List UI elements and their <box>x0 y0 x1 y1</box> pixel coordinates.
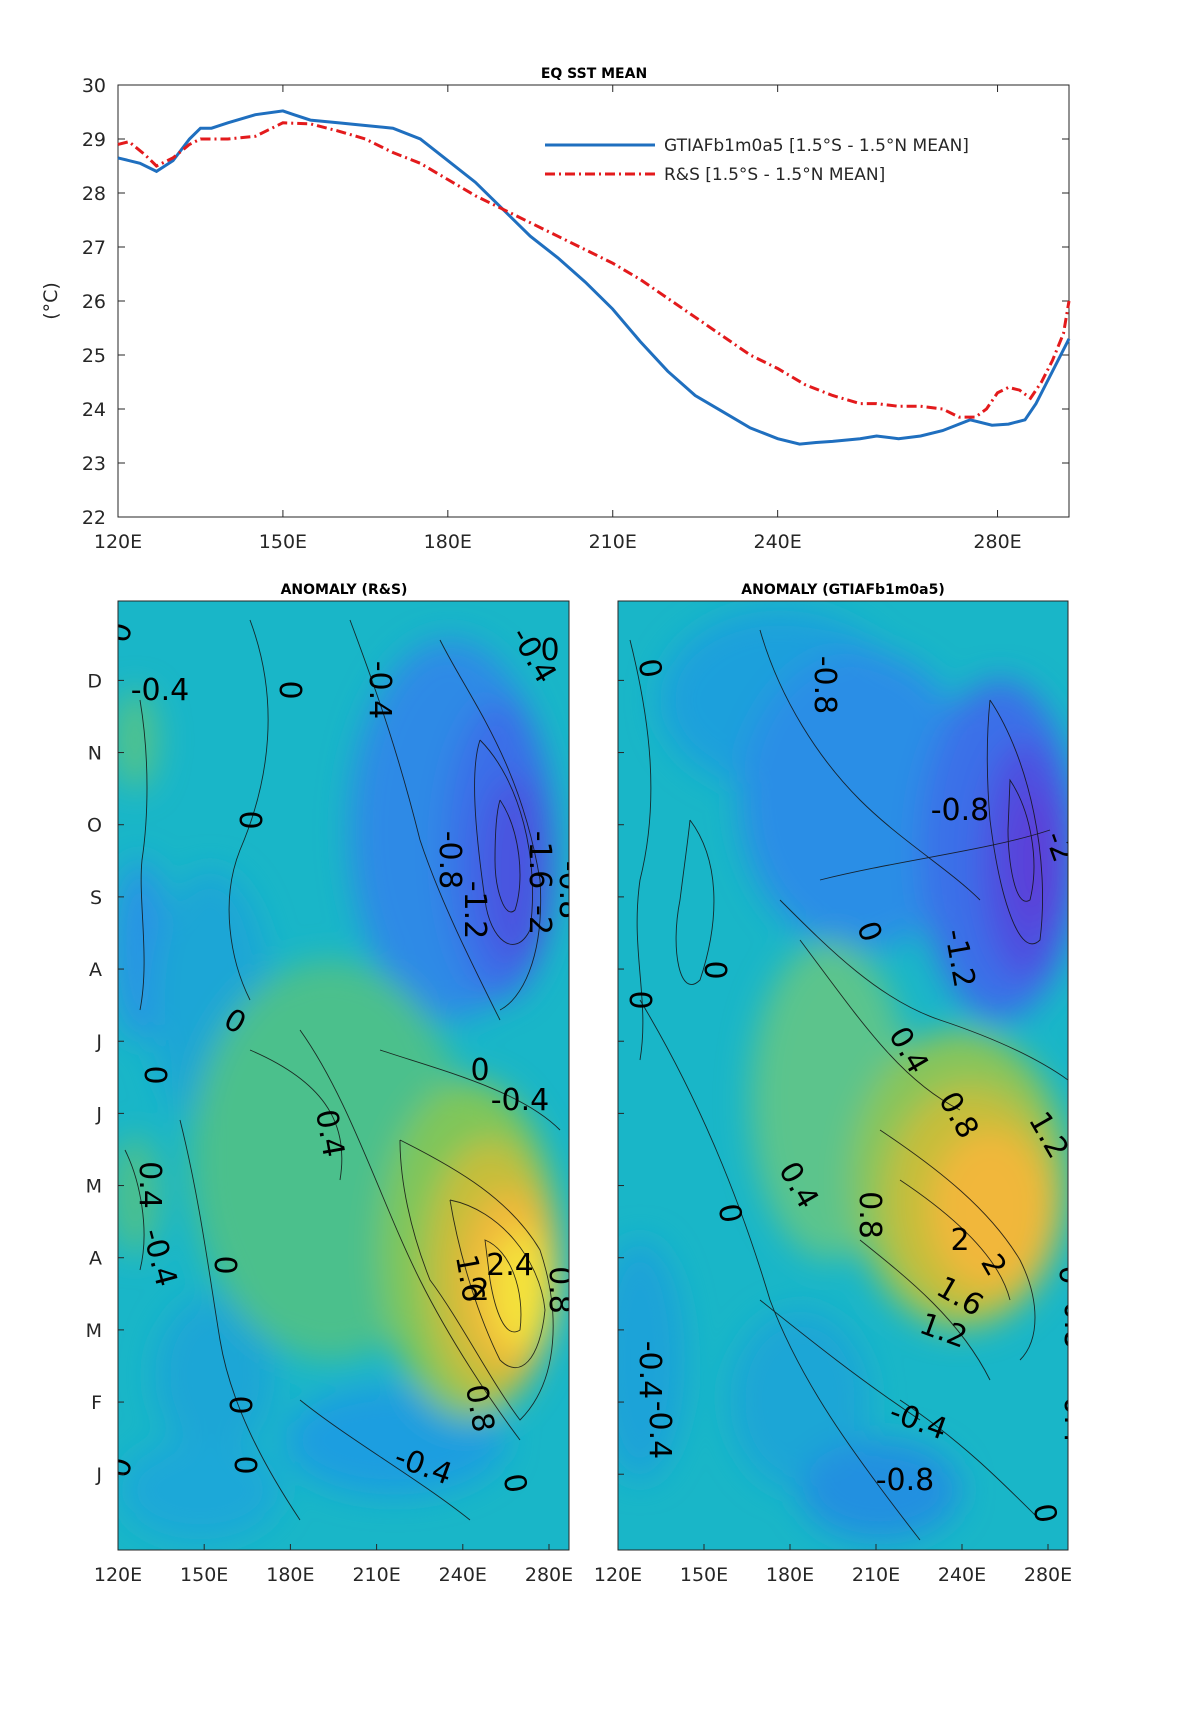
anomaly-rs-contour-label: 0 <box>227 1455 262 1474</box>
anomaly-rs-ticks: 120E 150E 180E 210E 240E 280E J F M A M J J A S O N D <box>86 670 574 1586</box>
heat-y-tick-label: M <box>86 1176 102 1198</box>
y-tick-label: 22 <box>82 507 106 529</box>
heat-y-tick-label: D <box>87 670 102 692</box>
y-tick-label: 25 <box>82 345 106 367</box>
y-tick-label: 26 <box>82 291 106 313</box>
heat-y-tick-label: J <box>95 1031 102 1053</box>
anomaly-rs-contour-label: -0.8 <box>552 861 587 920</box>
heat-x-tick-label: 180E <box>266 1564 314 1586</box>
x-tick-label: 240E <box>754 531 802 553</box>
anomaly-model-title: ANOMALY (GTIAFb1m0a5) <box>741 582 944 598</box>
y-axis-label: (°C) <box>40 282 62 320</box>
anomaly-model-contour-label: 0 <box>1052 1265 1087 1284</box>
anomaly-rs-contour-label: 0 <box>470 1053 489 1088</box>
anomaly-model-contour-label: -0.8 <box>931 793 990 828</box>
anomaly-model-ticks: 120E 150E 180E 210E 240E 280E <box>594 679 1072 1586</box>
anomaly-model-contour-label: -0.4 <box>632 1341 667 1400</box>
legend: GTIAFb1m0a5 [1.5°S - 1.5°N MEAN] R&S [1.… <box>545 136 969 185</box>
heat-x-tick-label: 120E <box>94 1564 142 1586</box>
legend-label-gtiafb1m0a5: GTIAFb1m0a5 [1.5°S - 1.5°N MEAN] <box>664 136 969 156</box>
anomaly-rs-contour-label: 2.4 <box>486 1248 534 1283</box>
x-tick-label: 150E <box>259 531 307 553</box>
anomaly-rs-contour-label: -0.4 <box>131 673 190 708</box>
heat-y-tick-label: M <box>86 1320 102 1342</box>
anomaly-model-contour-label: -0.8 <box>807 656 842 715</box>
anomaly-rs-contour-label: 0 <box>222 1395 257 1414</box>
heat-x-tick-label: 210E <box>852 1564 900 1586</box>
anomaly-model-contour-label: 0.8 <box>852 1191 887 1239</box>
anomaly-rs-contour-label: -1.6 <box>522 831 557 890</box>
heat-y-tick-label: N <box>88 743 102 765</box>
series-line-rs <box>117 121 1071 419</box>
heat-y-tick-label: A <box>89 959 102 981</box>
anomaly-rs-field: 00-0.4-0.400-0.8 -1.6-2-1.2 -0.8-0.4000-0.… <box>118 601 607 1550</box>
y-tick-label: 28 <box>82 183 106 205</box>
x-tick-label: 280E <box>973 531 1021 553</box>
anomaly-rs-contour-label: -1.2 <box>457 881 492 940</box>
anomaly-rs-contour-label: -0.8 <box>432 831 467 890</box>
anomaly-model-contour-label: -0.4 <box>642 1401 677 1460</box>
anomaly-rs-panel: ANOMALY (R&S) <box>86 582 607 1586</box>
anomaly-model-contour-label: -0.8 <box>876 1463 935 1498</box>
heat-x-tick-label: 240E <box>439 1564 487 1586</box>
anomaly-rs-contour-label: 0.4 <box>308 1107 351 1160</box>
heat-x-tick-label: 280E <box>525 1564 573 1586</box>
y-tick-label: 30 <box>82 75 106 97</box>
anomaly-rs-contour-label: 1.6 <box>448 1252 491 1305</box>
anomaly-model-contour-label: 2 <box>950 1223 969 1258</box>
y-tick-label: 24 <box>82 399 106 421</box>
anomaly-model-plot-frame <box>617 600 1069 1551</box>
anomaly-rs-contour-label: -0.4 <box>491 1083 550 1118</box>
anomaly-rs-contour-label: -0.4 <box>362 661 397 720</box>
heat-y-tick-label: O <box>87 815 102 837</box>
anomaly-rs-contour-label: 0 <box>207 1255 242 1274</box>
anomaly-model-contour-label: 0 <box>622 990 657 1009</box>
legend-label-rs: R&S [1.5°S - 1.5°N MEAN] <box>664 165 885 185</box>
anomaly-rs-contour-label: 0.8 <box>458 1382 501 1435</box>
anomaly-rs-contour-label: 0 <box>540 633 559 668</box>
heat-y-tick-label: A <box>89 1248 102 1270</box>
anomaly-rs-contour-label: 0 <box>272 680 307 699</box>
anomaly-rs-contour-label: -2 <box>522 905 557 935</box>
x-tick-label: 180E <box>424 531 472 553</box>
line-chart-plot-area <box>117 84 1070 518</box>
anomaly-rs-title: ANOMALY (R&S) <box>281 582 408 598</box>
heat-x-tick-label: 180E <box>766 1564 814 1586</box>
heat-x-tick-label: 120E <box>594 1564 642 1586</box>
anomaly-model-contour-label: 0 <box>697 960 732 979</box>
y-tick-label: 29 <box>82 129 106 151</box>
line-chart-ticks: 120E 150E 180E 210E 240E 280E 22 23 24 25 26 27 28 29… <box>82 75 1069 553</box>
heat-y-tick-label: F <box>91 1392 102 1414</box>
y-tick-label: 23 <box>82 453 106 475</box>
heat-y-tick-label: S <box>90 887 102 909</box>
heat-x-tick-label: 150E <box>180 1564 228 1586</box>
x-tick-label: 210E <box>589 531 637 553</box>
anomaly-model-contour-label: 0.4 <box>1057 1396 1092 1444</box>
x-tick-label: 120E <box>94 531 142 553</box>
heat-x-tick-label: 150E <box>680 1564 728 1586</box>
line-chart-title: EQ SST MEAN <box>541 66 647 82</box>
heat-x-tick-label: 280E <box>1024 1564 1072 1586</box>
series-line-gtiafb1m0a5 <box>117 109 1071 446</box>
anomaly-rs-contour-label: 2 <box>470 1273 489 1308</box>
anomaly-model-contour-label: 0.8 <box>1057 1301 1092 1349</box>
y-tick-label: 27 <box>82 237 106 259</box>
anomaly-rs-contour-label: 0 <box>572 1440 607 1459</box>
heat-x-tick-label: 240E <box>938 1564 986 1586</box>
anomaly-rs-contour-label: 0 <box>137 1065 172 1084</box>
heat-y-tick-label: J <box>95 1103 102 1125</box>
anomaly-model-panel: ANOMALY (GTIAFb1m0a5) <box>594 582 1092 1586</box>
line-chart: 120E 150E 180E 210E 240E 280E 22 23 24 25 26 27 28 29… <box>40 66 1071 553</box>
heat-x-tick-label: 210E <box>352 1564 400 1586</box>
heat-y-tick-label: J <box>95 1464 102 1486</box>
anomaly-rs-contour-label: 0 <box>232 810 267 829</box>
anomaly-rs-contour-label: 0.8 <box>542 1266 577 1314</box>
anomaly-rs-contour-label: 0.4 <box>132 1161 167 1209</box>
anomaly-rs-plot-frame <box>117 600 570 1551</box>
